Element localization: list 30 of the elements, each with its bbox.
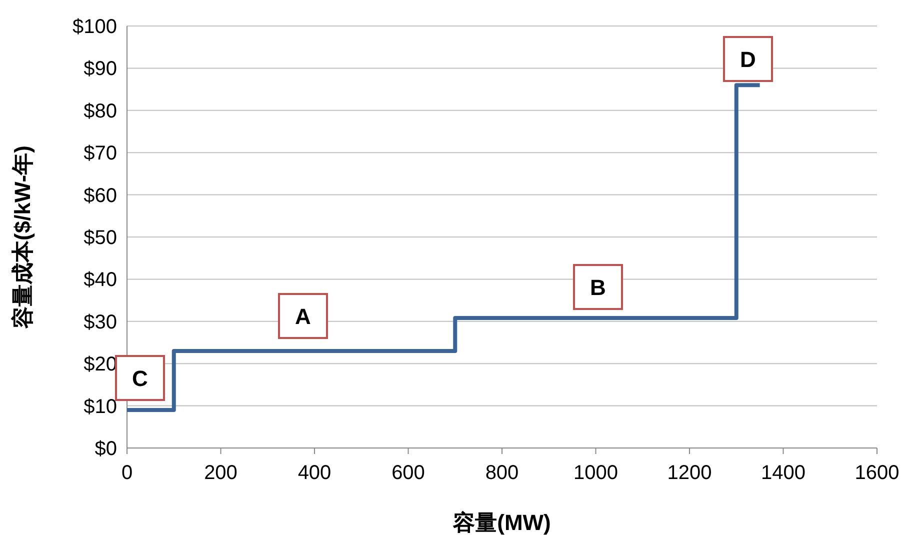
x-tick-label: 1400 [761, 462, 806, 484]
x-tick-label: 1600 [854, 462, 900, 484]
y-tick-label: $40 [84, 269, 117, 292]
y-tick-label: $60 [84, 184, 117, 207]
annotation: A [295, 304, 312, 329]
x-tick-label: 1000 [574, 462, 618, 484]
y-tick-label: $70 [84, 142, 117, 165]
annotation: C [115, 355, 165, 401]
x-axis-title: 容量(MW) [452, 510, 551, 535]
annotation: A [278, 293, 328, 339]
annotation: D [723, 36, 773, 82]
y-tick-label: $30 [84, 311, 117, 334]
y-tick-label: $80 [84, 100, 117, 122]
y-axis-title: 容量成本($/kW-年) [10, 146, 35, 330]
x-tick-label: 600 [392, 462, 425, 484]
y-tick-label: $100 [72, 16, 117, 38]
y-tick-label: $20 [84, 354, 117, 376]
x-tick-label: 200 [204, 462, 238, 484]
x-tick-label: 1200 [667, 462, 712, 484]
annotation: B [590, 275, 606, 300]
y-tick-label: $90 [84, 58, 117, 80]
x-tick-label: 400 [298, 462, 332, 484]
y-tick-label: $0 [94, 438, 117, 460]
annotation: C [132, 366, 148, 391]
x-tick-label: 0 [121, 462, 133, 484]
y-tick-label: $10 [84, 396, 117, 418]
annotation: B [573, 264, 623, 310]
annotation: D [740, 47, 756, 72]
x-tick-label: 800 [485, 462, 519, 484]
y-tick-label: $50 [84, 227, 117, 249]
